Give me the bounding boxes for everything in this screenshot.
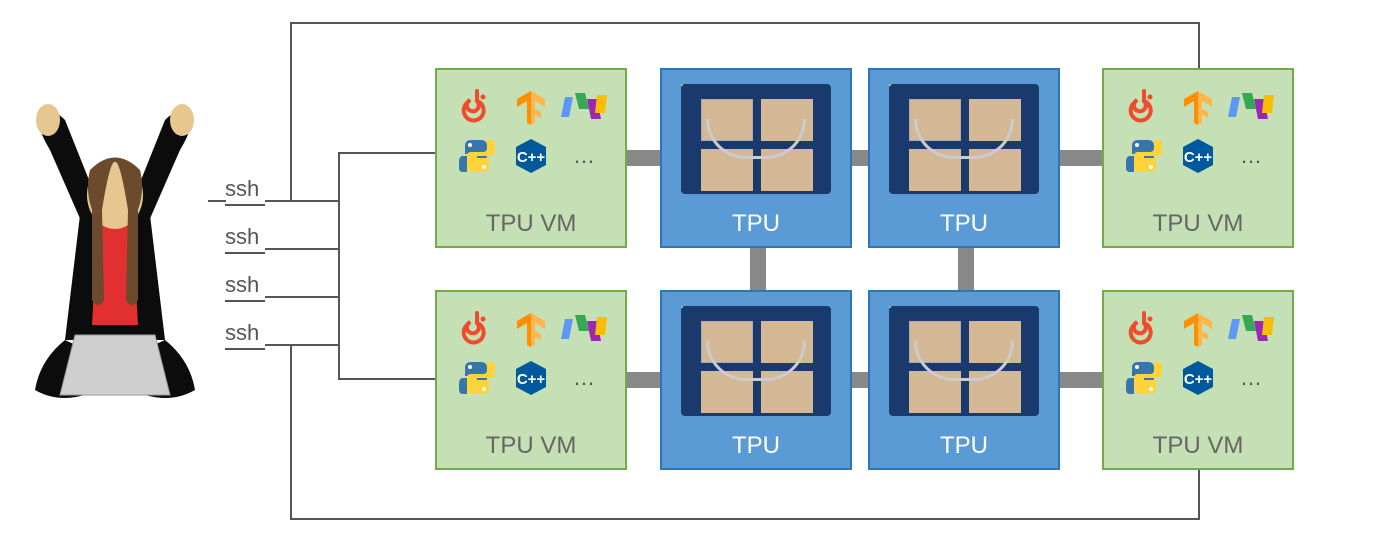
jax-icon <box>560 84 610 129</box>
tpu-vm-box-0-3: C++ … TPU VM <box>1102 68 1294 248</box>
wire-ssh-0 <box>265 200 339 202</box>
connector-c2-v <box>958 248 974 290</box>
box-label: TPU <box>732 432 780 460</box>
tpu-chip-icon <box>681 306 831 416</box>
wire-ssh-3 <box>265 344 339 346</box>
pytorch-icon <box>1119 306 1169 351</box>
tpu-box-1-1: TPU <box>660 290 852 470</box>
connector-r0-01 <box>627 150 663 166</box>
ssh-label-1: ssh <box>225 224 265 254</box>
python-icon <box>452 355 502 400</box>
tensorflow-icon <box>1173 84 1223 129</box>
wire-ssh-to-vm-bot <box>338 378 436 380</box>
python-icon <box>1119 133 1169 178</box>
box-label: TPU VM <box>1153 432 1244 460</box>
box-label: TPU <box>940 210 988 238</box>
tpu-chip-icon <box>681 84 831 194</box>
box-label: TPU <box>732 210 780 238</box>
tpu-vm-box-1-0: C++ … TPU VM <box>435 290 627 470</box>
cpp-icon: C++ <box>1173 133 1223 178</box>
ellipsis-icon: … <box>560 355 610 400</box>
vm-icon-grid: C++ … <box>452 78 610 178</box>
jax-icon <box>560 306 610 351</box>
tensorflow-icon <box>506 84 556 129</box>
tpu-vm-box-1-3: C++ … TPU VM <box>1102 290 1294 470</box>
tpu-box-1-2: TPU <box>868 290 1060 470</box>
svg-text:C++: C++ <box>1184 149 1213 166</box>
wire-top-right <box>1198 22 1200 68</box>
vm-icon-grid: C++ … <box>1119 78 1277 178</box>
connector-c1-v <box>750 248 766 290</box>
user-illustration <box>20 100 210 410</box>
python-icon <box>452 133 502 178</box>
ssh-label-2: ssh <box>225 272 265 302</box>
wire-bottom-right <box>1198 470 1200 520</box>
connector-r1-01 <box>627 372 663 388</box>
wire-user-out <box>208 200 226 202</box>
svg-text:C++: C++ <box>517 149 546 166</box>
connector-r0-23 <box>1060 150 1102 166</box>
cpp-icon: C++ <box>506 133 556 178</box>
svg-text:C++: C++ <box>517 371 546 388</box>
tensorflow-icon <box>1173 306 1223 351</box>
box-label: TPU VM <box>1153 210 1244 238</box>
wire-top-out <box>290 22 1200 24</box>
jax-icon <box>1227 84 1277 129</box>
tpu-vm-box-0-0: C++ … TPU VM <box>435 68 627 248</box>
tensorflow-icon <box>506 306 556 351</box>
tpu-chip-icon <box>889 306 1039 416</box>
cpp-icon: C++ <box>1173 355 1223 400</box>
ellipsis-icon: … <box>1227 133 1277 178</box>
wire-ssh-to-vm-top <box>338 152 436 154</box>
tpu-chip-icon <box>889 84 1039 194</box>
box-label: TPU VM <box>486 210 577 238</box>
box-label: TPU VM <box>486 432 577 460</box>
pytorch-icon <box>452 306 502 351</box>
pytorch-icon <box>452 84 502 129</box>
ellipsis-icon: … <box>560 133 610 178</box>
vm-icon-grid: C++ … <box>452 300 610 400</box>
pytorch-icon <box>1119 84 1169 129</box>
svg-text:C++: C++ <box>1184 371 1213 388</box>
jax-icon <box>1227 306 1277 351</box>
wire-bottom-left <box>290 344 292 520</box>
ssh-label-3: ssh <box>225 320 265 350</box>
vm-icon-grid: C++ … <box>1119 300 1277 400</box>
connector-r1-23 <box>1060 372 1102 388</box>
wire-top-left <box>290 22 292 200</box>
ellipsis-icon: … <box>1227 355 1277 400</box>
python-icon <box>1119 355 1169 400</box>
ssh-label-0: ssh <box>225 176 265 206</box>
tpu-box-0-1: TPU <box>660 68 852 248</box>
wire-bottom-out <box>290 518 1200 520</box>
wire-ssh-2 <box>265 296 339 298</box>
tpu-box-0-2: TPU <box>868 68 1060 248</box>
architecture-diagram: ssh ssh ssh ssh <box>0 0 1400 545</box>
wire-ssh-1 <box>265 248 339 250</box>
box-label: TPU <box>940 432 988 460</box>
cpp-icon: C++ <box>506 355 556 400</box>
